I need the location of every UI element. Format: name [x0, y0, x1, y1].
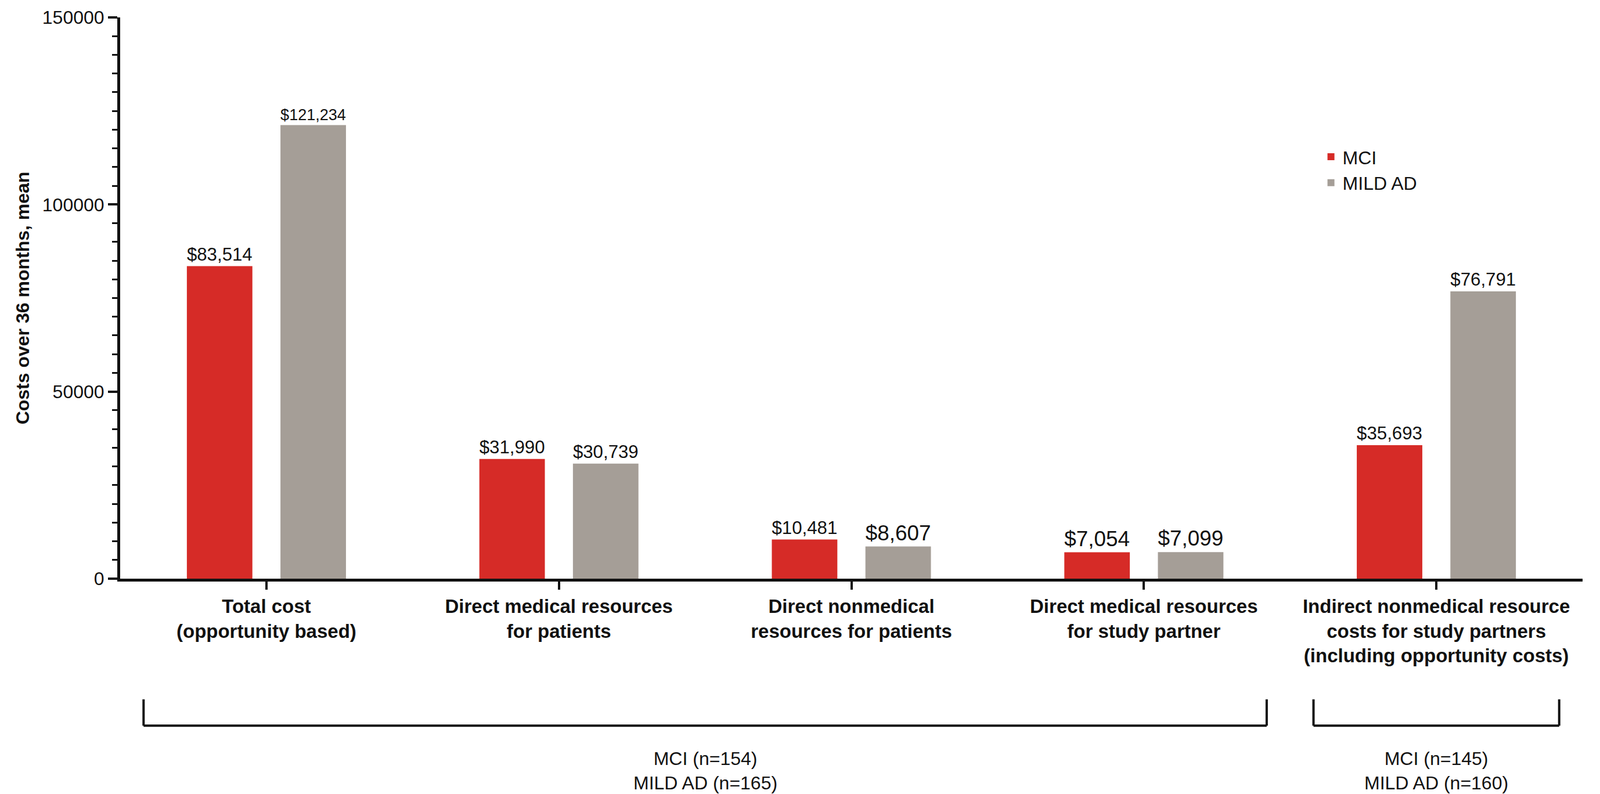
svg-text:Indirect nonmedical resourceco: Indirect nonmedical resourcecosts for st… — [1302, 595, 1570, 668]
svg-text:MILD AD: MILD AD — [1342, 173, 1418, 194]
svg-text:$8,607: $8,607 — [865, 521, 932, 546]
svg-text:Direct nonmedicalresources for: Direct nonmedicalresources for patients — [750, 595, 953, 643]
svg-text:100000: 100000 — [42, 194, 105, 216]
svg-text:MCI: MCI — [1342, 147, 1378, 169]
svg-text:$7,054: $7,054 — [1064, 527, 1130, 551]
svg-text:$35,693: $35,693 — [1356, 423, 1423, 444]
svg-text:$7,099: $7,099 — [1158, 526, 1224, 551]
svg-text:Direct medical resourcesfor st: Direct medical resourcesfor study partne… — [1029, 595, 1259, 643]
svg-text:50000: 50000 — [52, 381, 105, 403]
svg-text:$30,739: $30,739 — [573, 441, 639, 463]
svg-text:MCI (n=145)MILD AD (n=160): MCI (n=145)MILD AD (n=160) — [1364, 748, 1509, 794]
svg-text:Costs over 36 months, mean: Costs over 36 months, mean — [12, 171, 34, 425]
svg-text:$83,514: $83,514 — [186, 244, 253, 265]
svg-text:Total cost(opportunity based): Total cost(opportunity based) — [176, 595, 357, 643]
svg-text:0: 0 — [94, 568, 105, 590]
svg-text:$76,791: $76,791 — [1450, 269, 1516, 290]
svg-text:$31,990: $31,990 — [479, 437, 546, 458]
svg-text:150000: 150000 — [42, 6, 105, 28]
svg-text:MCI (n=154)MILD AD (n=165): MCI (n=154)MILD AD (n=165) — [633, 748, 778, 794]
svg-text:Direct medical resourcesfor pa: Direct medical resourcesfor patients — [444, 595, 673, 643]
svg-text:$121,234: $121,234 — [280, 106, 347, 124]
svg-text:$10,481: $10,481 — [771, 517, 838, 539]
